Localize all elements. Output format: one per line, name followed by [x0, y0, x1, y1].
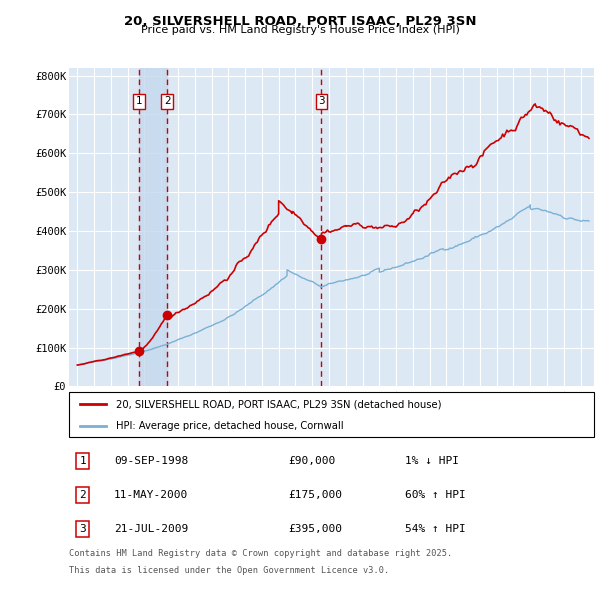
- Text: 2: 2: [79, 490, 86, 500]
- Text: 1: 1: [136, 96, 143, 106]
- Text: 60% ↑ HPI: 60% ↑ HPI: [405, 490, 466, 500]
- Text: 09-SEP-1998: 09-SEP-1998: [114, 456, 188, 466]
- Text: 2: 2: [164, 96, 170, 106]
- Text: 3: 3: [318, 96, 325, 106]
- Text: Contains HM Land Registry data © Crown copyright and database right 2025.: Contains HM Land Registry data © Crown c…: [69, 549, 452, 558]
- Text: £175,000: £175,000: [288, 490, 342, 500]
- Bar: [139, 68, 167, 386]
- Text: 11-MAY-2000: 11-MAY-2000: [114, 490, 188, 500]
- Text: 3: 3: [79, 525, 86, 534]
- Text: Price paid vs. HM Land Registry's House Price Index (HPI): Price paid vs. HM Land Registry's House …: [140, 25, 460, 35]
- Text: 1: 1: [79, 456, 86, 466]
- Text: £395,000: £395,000: [288, 525, 342, 534]
- Text: 54% ↑ HPI: 54% ↑ HPI: [405, 525, 466, 534]
- Text: 1% ↓ HPI: 1% ↓ HPI: [405, 456, 459, 466]
- Text: This data is licensed under the Open Government Licence v3.0.: This data is licensed under the Open Gov…: [69, 566, 389, 575]
- Text: £90,000: £90,000: [288, 456, 335, 466]
- Text: 20, SILVERSHELL ROAD, PORT ISAAC, PL29 3SN (detached house): 20, SILVERSHELL ROAD, PORT ISAAC, PL29 3…: [116, 399, 442, 409]
- Text: HPI: Average price, detached house, Cornwall: HPI: Average price, detached house, Corn…: [116, 421, 344, 431]
- Text: 20, SILVERSHELL ROAD, PORT ISAAC, PL29 3SN: 20, SILVERSHELL ROAD, PORT ISAAC, PL29 3…: [124, 15, 476, 28]
- Text: 21-JUL-2009: 21-JUL-2009: [114, 525, 188, 534]
